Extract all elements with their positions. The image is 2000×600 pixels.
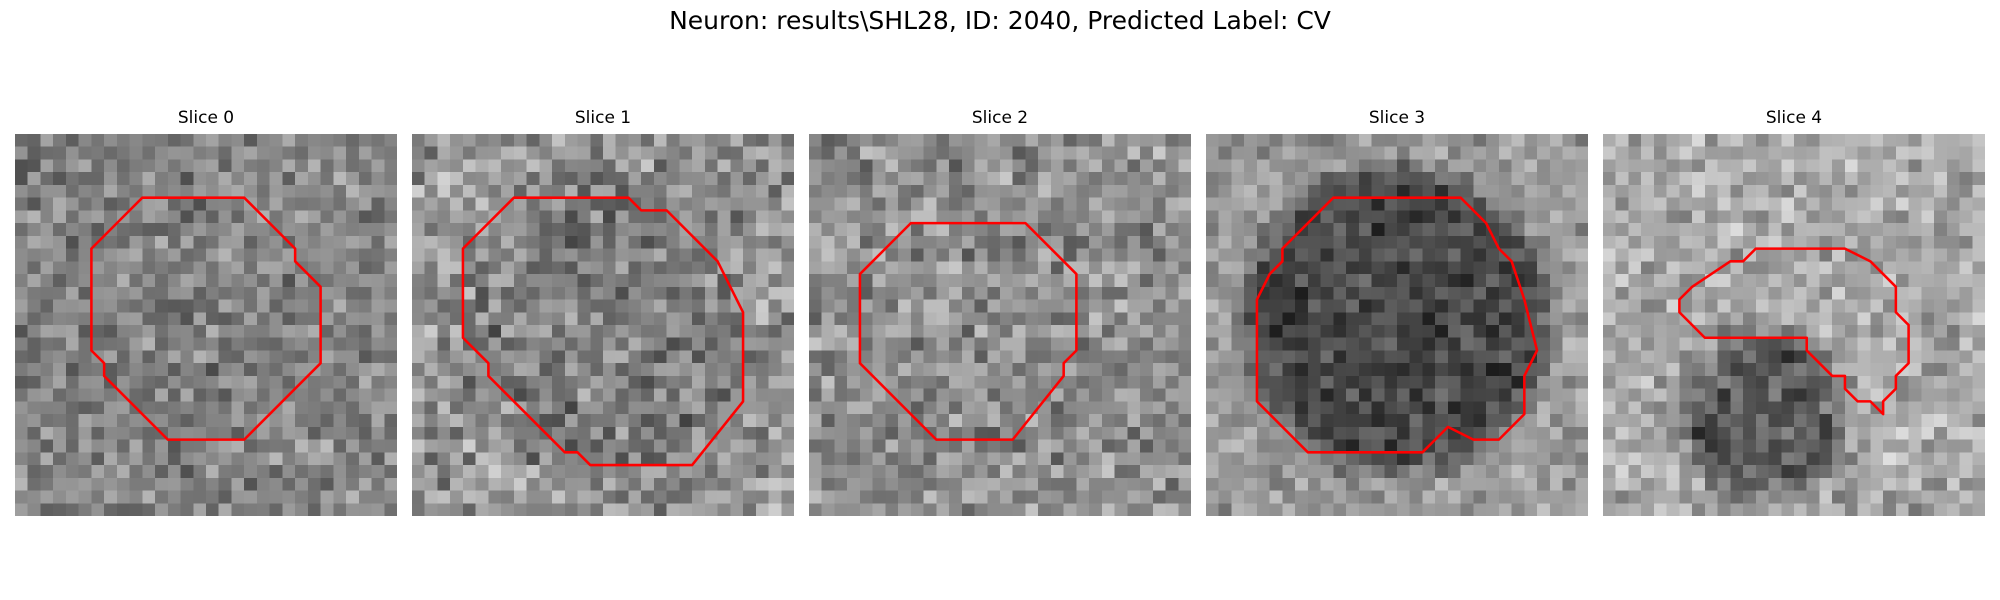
contour-4 (1678, 247, 1910, 416)
slice-title-1: Slice 1 (574, 108, 632, 128)
slice-image-0 (15, 134, 397, 516)
pixel-grid-2 (809, 134, 1191, 516)
slice-title-3: Slice 3 (1368, 108, 1426, 128)
contour-1 (461, 196, 745, 467)
pixel-grid-1 (412, 134, 794, 516)
slice-image-3 (1206, 134, 1588, 516)
pixel-grid-3 (1206, 134, 1588, 516)
pixel-grid-0 (15, 134, 397, 516)
slice-image-2 (809, 134, 1191, 516)
contour-2 (858, 221, 1078, 441)
pixel-grid-4 (1603, 134, 1985, 516)
slice-title-2: Slice 2 (971, 108, 1029, 128)
slice-title-4: Slice 4 (1765, 108, 1823, 128)
contour-3 (1255, 196, 1539, 454)
contour-0 (90, 196, 322, 441)
figure-title: Neuron: results\SHL28, ID: 2040, Predict… (669, 6, 1331, 35)
slice-image-4 (1603, 134, 1985, 516)
slice-title-0: Slice 0 (177, 108, 235, 128)
slice-image-1 (412, 134, 794, 516)
